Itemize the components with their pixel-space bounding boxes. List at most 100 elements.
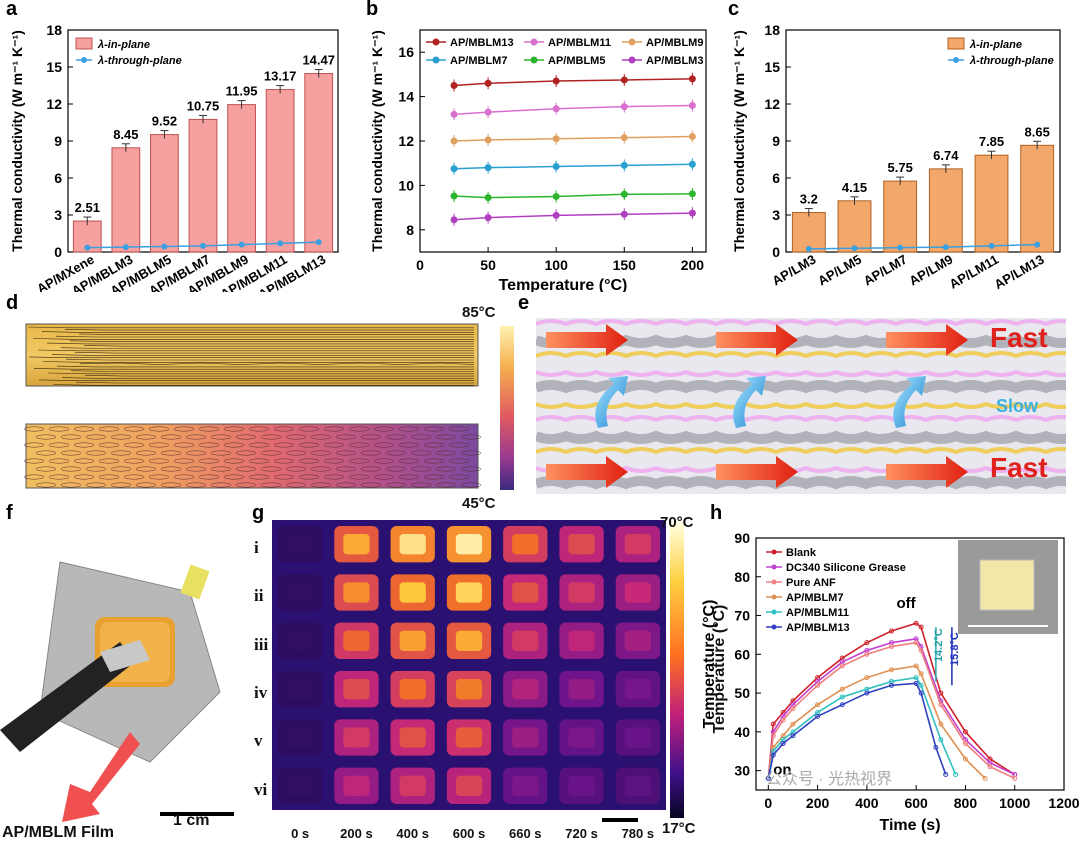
- data-point: [839, 663, 845, 669]
- ir-led-core: [343, 679, 370, 700]
- y-tick-label: 10: [398, 177, 414, 193]
- data-point: [450, 192, 458, 200]
- panel-label-f: f: [6, 502, 13, 524]
- y-tick-label: 12: [46, 96, 62, 112]
- ir-col-label: 780 s: [621, 826, 655, 841]
- flake-ellipse: [198, 458, 220, 464]
- slow-arrows: [595, 376, 926, 428]
- y-axis-label: Thermal conductivity (W m⁻¹ K⁻¹): [369, 30, 385, 252]
- ir-led-core: [287, 630, 314, 651]
- y-axis-label: Thermal conductivity (W m⁻¹ K⁻¹): [9, 30, 25, 252]
- flake-ellipse: [235, 434, 257, 440]
- flake-ellipse: [373, 426, 395, 432]
- data-label: 11.95: [226, 84, 258, 99]
- flake-line: [75, 381, 474, 384]
- data-point: [770, 733, 776, 739]
- panel-label-g: g: [252, 502, 265, 524]
- flake-ellipse: [23, 474, 45, 480]
- bar: [304, 73, 334, 253]
- chart-b: 0 50 100 150 200 8 10 12 14 16 Temperature (°C) The…: [369, 29, 707, 292]
- flake-ellipse: [173, 474, 195, 480]
- ir-led-core: [455, 534, 483, 555]
- through-plane-point: [942, 244, 949, 251]
- flake-ellipse: [248, 442, 270, 448]
- ir-col-label: 660 s: [509, 826, 542, 841]
- ir-led-core: [624, 630, 651, 651]
- ir-led-core: [512, 775, 539, 796]
- data-point: [918, 690, 924, 696]
- flake-ellipse: [273, 458, 295, 464]
- data-point: [815, 702, 821, 708]
- flake-ellipse: [173, 458, 195, 464]
- ir-col-label: 200 s: [340, 826, 373, 841]
- aligned-sample: [25, 323, 479, 387]
- legend-marker: [771, 579, 777, 585]
- series-line: [767, 641, 1016, 780]
- flake-ellipse: [60, 450, 82, 456]
- legend-label: AP/MBLM13: [450, 37, 514, 49]
- through-plane-line: [808, 243, 1038, 250]
- flake-ellipse: [435, 466, 457, 472]
- data-point: [790, 733, 796, 739]
- series-line: [767, 676, 957, 779]
- ir-led-core: [343, 727, 370, 748]
- flake-line: [70, 370, 474, 372]
- legend-label-in-plane: λ-in-plane: [969, 39, 1022, 51]
- flake-ellipse: [298, 442, 320, 448]
- flake-ellipse: [348, 474, 370, 480]
- flake-ellipse: [35, 450, 57, 456]
- legend-marker: [432, 38, 440, 46]
- flake-ellipse: [335, 450, 357, 456]
- flake-ellipse: [210, 434, 232, 440]
- flake-ellipse: [148, 458, 170, 464]
- panel-label-d: d: [6, 292, 19, 314]
- data-label: 8.45: [113, 127, 138, 142]
- data-point: [918, 671, 924, 677]
- data-point: [620, 161, 628, 169]
- y-tick-label: 15: [46, 59, 62, 75]
- flake-ellipse: [410, 434, 432, 440]
- flake-line: [55, 335, 474, 338]
- flake-ellipse: [110, 482, 132, 488]
- ir-led-core: [512, 534, 539, 555]
- ir-led-core: [624, 534, 651, 555]
- ir-led-core: [287, 582, 314, 603]
- annotation-off: off: [896, 595, 916, 612]
- flake-ellipse: [198, 474, 220, 480]
- random-sample: [25, 423, 479, 489]
- series-line: [767, 682, 947, 779]
- data-point: [938, 737, 944, 743]
- flake-ellipse: [435, 450, 457, 456]
- data-point: [450, 216, 458, 224]
- bar: [883, 180, 918, 253]
- slow-label: Slow: [996, 396, 1039, 416]
- legend-marker: [628, 38, 636, 46]
- data-point: [780, 740, 786, 746]
- series-line: [767, 637, 1016, 779]
- flake-line: [65, 358, 474, 361]
- data-label: 10.75: [187, 98, 220, 113]
- data-point: [770, 721, 776, 727]
- ir-led-core: [399, 534, 426, 555]
- ir-col-label: 0 s: [291, 826, 310, 841]
- y-tick-label: 15: [764, 59, 780, 75]
- flake-ellipse: [85, 466, 107, 472]
- legend-label: AP/MBLM11: [786, 607, 849, 619]
- flake-ellipse: [123, 458, 145, 464]
- bar: [1020, 144, 1055, 253]
- flake-ellipse: [298, 458, 320, 464]
- flake-line: [69, 340, 474, 342]
- data-point: [815, 682, 821, 688]
- x-tick-label: AP/LM11: [947, 252, 1001, 292]
- flake-ellipse: [285, 466, 307, 472]
- ir-led-core: [624, 775, 651, 796]
- flake-ellipse: [335, 482, 357, 488]
- y-tick-label: 6: [772, 170, 780, 186]
- flake-ellipse: [385, 466, 407, 472]
- y-tick-label: 0: [54, 244, 62, 260]
- ir-led-core: [287, 727, 314, 748]
- data-point: [918, 647, 924, 653]
- flake-ellipse: [448, 474, 470, 480]
- panel-f-photo: [0, 522, 252, 844]
- delta-label-2: 15.8°C: [949, 632, 961, 666]
